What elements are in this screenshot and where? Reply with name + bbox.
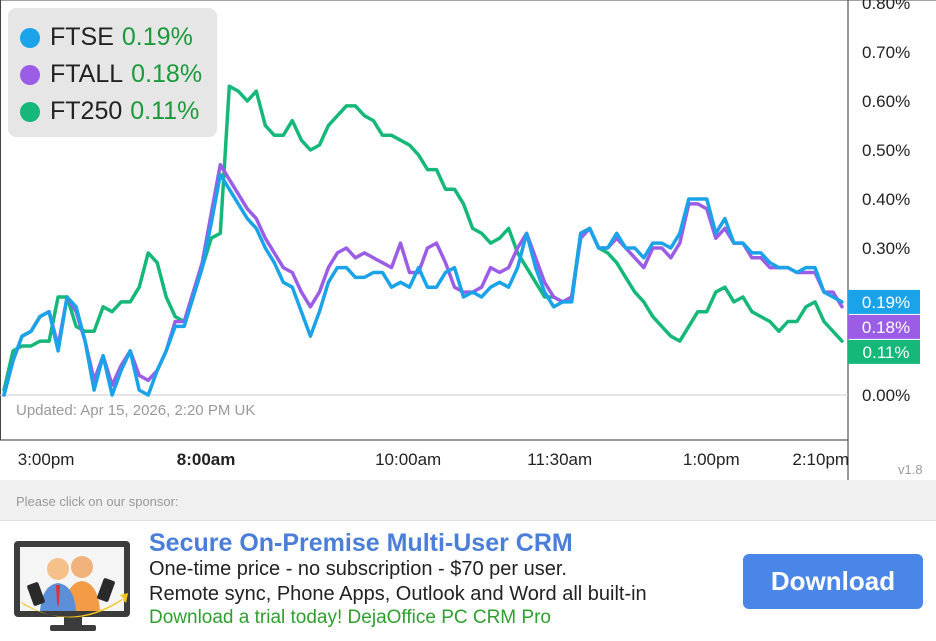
series-line-ft250 xyxy=(2,84,844,392)
y-tick-label: 0.70% xyxy=(862,43,910,62)
download-button[interactable]: Download xyxy=(743,554,923,609)
legend-name: FT250 xyxy=(50,97,123,125)
legend-change: 0.18% xyxy=(131,60,203,88)
ftall-dot-icon xyxy=(20,64,40,85)
x-tick-label: 8:00am xyxy=(177,450,236,469)
ftse-dot-icon xyxy=(20,27,40,48)
ad-description: Remote sync, Phone Apps, Outlook and Wor… xyxy=(149,583,647,605)
legend-name: FTALL xyxy=(50,60,124,88)
sponsor-ad[interactable]: Secure On-Premise Multi-User CRM One-tim… xyxy=(0,520,936,641)
x-tick-label: 10:00am xyxy=(375,450,441,469)
ad-description: One-time price - no subscription - $70 p… xyxy=(149,558,567,580)
legend-change: 0.11% xyxy=(130,97,200,125)
updated-timestamp: Updated: Apr 15, 2026, 2:20 PM UK xyxy=(16,402,256,419)
end-value-badge xyxy=(848,314,920,339)
legend-item-ft250[interactable]: FT250 0.11% xyxy=(20,93,217,130)
y-tick-label: 0.60% xyxy=(862,92,910,111)
sponsor-label: Please click on our sponsor: xyxy=(16,494,179,509)
y-tick-label: 0.40% xyxy=(862,190,910,209)
y-tick-label: 0.30% xyxy=(862,239,910,258)
crm-logo-icon xyxy=(14,541,130,631)
x-tick-label: 1:00pm xyxy=(683,450,740,469)
x-tick-label: 3:00pm xyxy=(18,450,75,469)
version-label: v1.8 xyxy=(898,462,923,477)
legend: FTSE 0.19% FTALL 0.18% FT250 0.11% xyxy=(8,8,217,137)
end-value-label: 0.18% xyxy=(862,318,910,337)
legend-item-ftse[interactable]: FTSE 0.19% xyxy=(20,19,217,56)
end-value-badge xyxy=(848,289,920,314)
x-tick-label: 2:10pm xyxy=(792,450,849,469)
legend-item-ftall[interactable]: FTALL 0.18% xyxy=(20,56,217,93)
end-value-label: 0.11% xyxy=(863,343,910,362)
ft250-dot-icon xyxy=(20,101,40,122)
x-tick-label: 11:30am xyxy=(527,450,592,469)
series-line-ftall xyxy=(2,162,844,397)
y-tick-label: 0.80% xyxy=(862,0,910,13)
y-tick-label: 0.50% xyxy=(862,141,910,160)
end-value-label: 0.19% xyxy=(862,293,910,312)
y-tick-label: 0.00% xyxy=(862,386,910,405)
legend-name: FTSE xyxy=(50,23,114,51)
end-value-badge xyxy=(848,339,920,364)
ad-cta-link[interactable]: Download a trial today! DejaOffice PC CR… xyxy=(149,607,551,628)
index-chart: 0.00% 0.30% 0.40% 0.50% 0.60% 0.70% 0.80% 3:00p… xyxy=(0,0,936,480)
ad-title[interactable]: Secure On-Premise Multi-User CRM xyxy=(149,529,573,557)
legend-change: 0.19% xyxy=(121,23,193,51)
chart-canvas: 0.00% 0.30% 0.40% 0.50% 0.60% 0.70% 0.80% 3:00p… xyxy=(0,0,936,480)
series-line-ftse xyxy=(2,172,844,397)
